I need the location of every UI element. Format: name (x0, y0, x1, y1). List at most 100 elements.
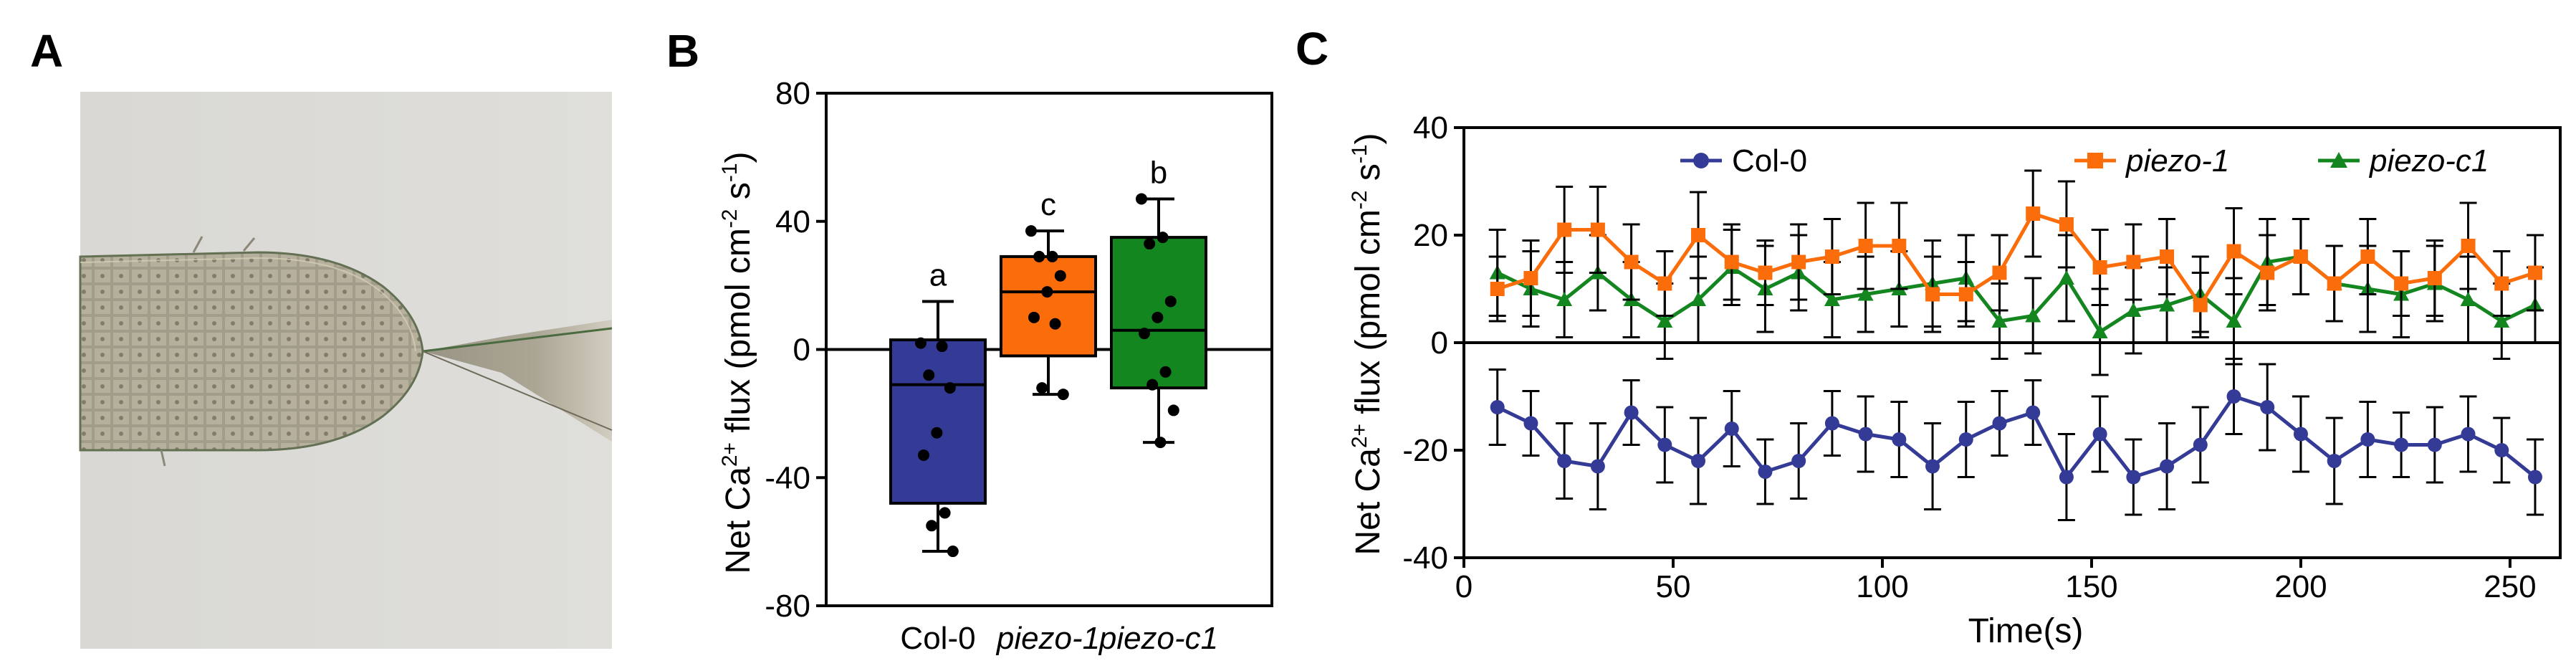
series-point (1857, 286, 1874, 301)
box-category-label: piezo-c1 (1098, 621, 1218, 656)
series-point (1958, 287, 1973, 302)
series-point (1624, 254, 1639, 270)
series-point (1892, 239, 1907, 253)
series-point (2494, 443, 2509, 457)
series-point (1824, 249, 1839, 264)
series-point (1490, 400, 1505, 414)
series-point (2025, 308, 2041, 323)
series-point (2293, 249, 2308, 264)
time-course-y-tick-label: 20 (1413, 218, 1448, 253)
box-plot-y-axis-label: Net Ca2+ flux (pmol cm-2 s-1) (718, 151, 757, 574)
series-point (1557, 454, 1572, 468)
series-point (2226, 389, 2241, 404)
box-data-point (944, 382, 956, 394)
series-point (2327, 276, 2342, 291)
series-point (2058, 270, 2074, 285)
series-point (1925, 287, 1940, 302)
box-significance-letter: a (929, 257, 947, 292)
series-point (2327, 454, 2342, 468)
time-course-y-tick-label: -20 (1402, 433, 1448, 468)
box-plot-y-tick-label: 0 (793, 333, 810, 368)
series-point (2026, 405, 2041, 420)
legend-marker (2087, 153, 2103, 168)
series-point (2394, 437, 2409, 452)
box-plot-y-tick-label: -80 (765, 589, 810, 624)
box-significance-letter: b (1150, 155, 1167, 190)
series-point (2260, 265, 2275, 280)
series-point (1991, 313, 2008, 328)
legend-marker (1693, 153, 1709, 168)
series-point (2193, 437, 2208, 452)
root-tip-micrograph (79, 92, 613, 649)
box-data-point (1136, 193, 1147, 205)
series-point (2193, 298, 2208, 313)
box-data-point (926, 520, 938, 532)
box-data-point (923, 369, 935, 381)
series-point (2394, 276, 2409, 291)
box-data-point (931, 427, 943, 439)
time-course-x-tick-label: 0 (1455, 569, 1473, 604)
series-point (1958, 432, 1973, 447)
series-line-piezo-c1 (1496, 254, 2537, 335)
time-course-y-axis-label: Net Ca2+ flux (pmol cm-2 s-1) (1348, 133, 1387, 555)
series-point (1791, 454, 1806, 468)
box-data-point (1054, 270, 1066, 282)
series-point (2126, 470, 2141, 485)
series-point (2460, 292, 2476, 306)
box-data-point (1159, 366, 1172, 378)
series-point (1824, 292, 1840, 306)
box-data-point (1033, 250, 1045, 262)
box-data-point (1046, 250, 1058, 262)
series-point (1892, 432, 1907, 447)
series-point (2059, 470, 2074, 485)
box-data-point (1025, 225, 1037, 237)
series-point (2293, 427, 2308, 442)
series-point (1690, 292, 1707, 306)
series-point (2427, 437, 2442, 452)
series-point (1691, 228, 1706, 242)
series-point (2527, 265, 2542, 280)
box-data-point (1139, 328, 1150, 340)
series-point (1657, 276, 1672, 291)
series-point (2226, 313, 2242, 328)
box-plot-y-tick-label: 40 (775, 204, 810, 239)
box-data-point (1041, 286, 1053, 298)
time-course-x-tick-label: 250 (2484, 569, 2536, 604)
box-2 (1000, 254, 1097, 358)
time-course-x-tick-label: 50 (1656, 569, 1691, 604)
box-category-label: piezo-1 (995, 621, 1100, 656)
series-point (1624, 405, 1639, 420)
series-point (1657, 437, 1672, 452)
box-data-point (936, 341, 948, 353)
series-point (1657, 313, 1673, 328)
series-point (2059, 217, 2074, 232)
panel-label-a: A (30, 25, 63, 77)
series-point (2527, 470, 2542, 485)
series-point (2494, 276, 2509, 291)
time-course-chart: Net Ca2+ flux (pmol cm-2 s-1) Time(s) -4… (1348, 110, 2562, 650)
legend-label: piezo-c1 (2368, 143, 2489, 179)
series-point (2226, 244, 2241, 259)
series-point (1724, 254, 1739, 270)
series-point (2125, 303, 2142, 317)
box-data-point (1036, 382, 1048, 394)
box-1 (889, 338, 987, 505)
box-data-point (1049, 318, 1061, 330)
series-point (1925, 459, 1940, 474)
series-point (2092, 427, 2107, 442)
series-point (1557, 222, 1572, 237)
box-significance-letter: c (1040, 187, 1056, 222)
legend-label: Col-0 (1732, 143, 1807, 179)
time-course-y-tick-label: 40 (1413, 110, 1448, 146)
series-point (1556, 292, 1573, 306)
series-point (1724, 422, 1739, 436)
box-data-point (939, 507, 951, 519)
box-plot-y-tick-label: -40 (765, 460, 810, 495)
root-tip-shape (79, 251, 424, 452)
series-point (2160, 459, 2175, 474)
series-point (2092, 260, 2107, 275)
time-course-y-tick-label: 0 (1431, 325, 1448, 361)
series-point (2026, 206, 2041, 221)
legend-marker (2330, 152, 2347, 168)
series-point (1791, 254, 1806, 270)
